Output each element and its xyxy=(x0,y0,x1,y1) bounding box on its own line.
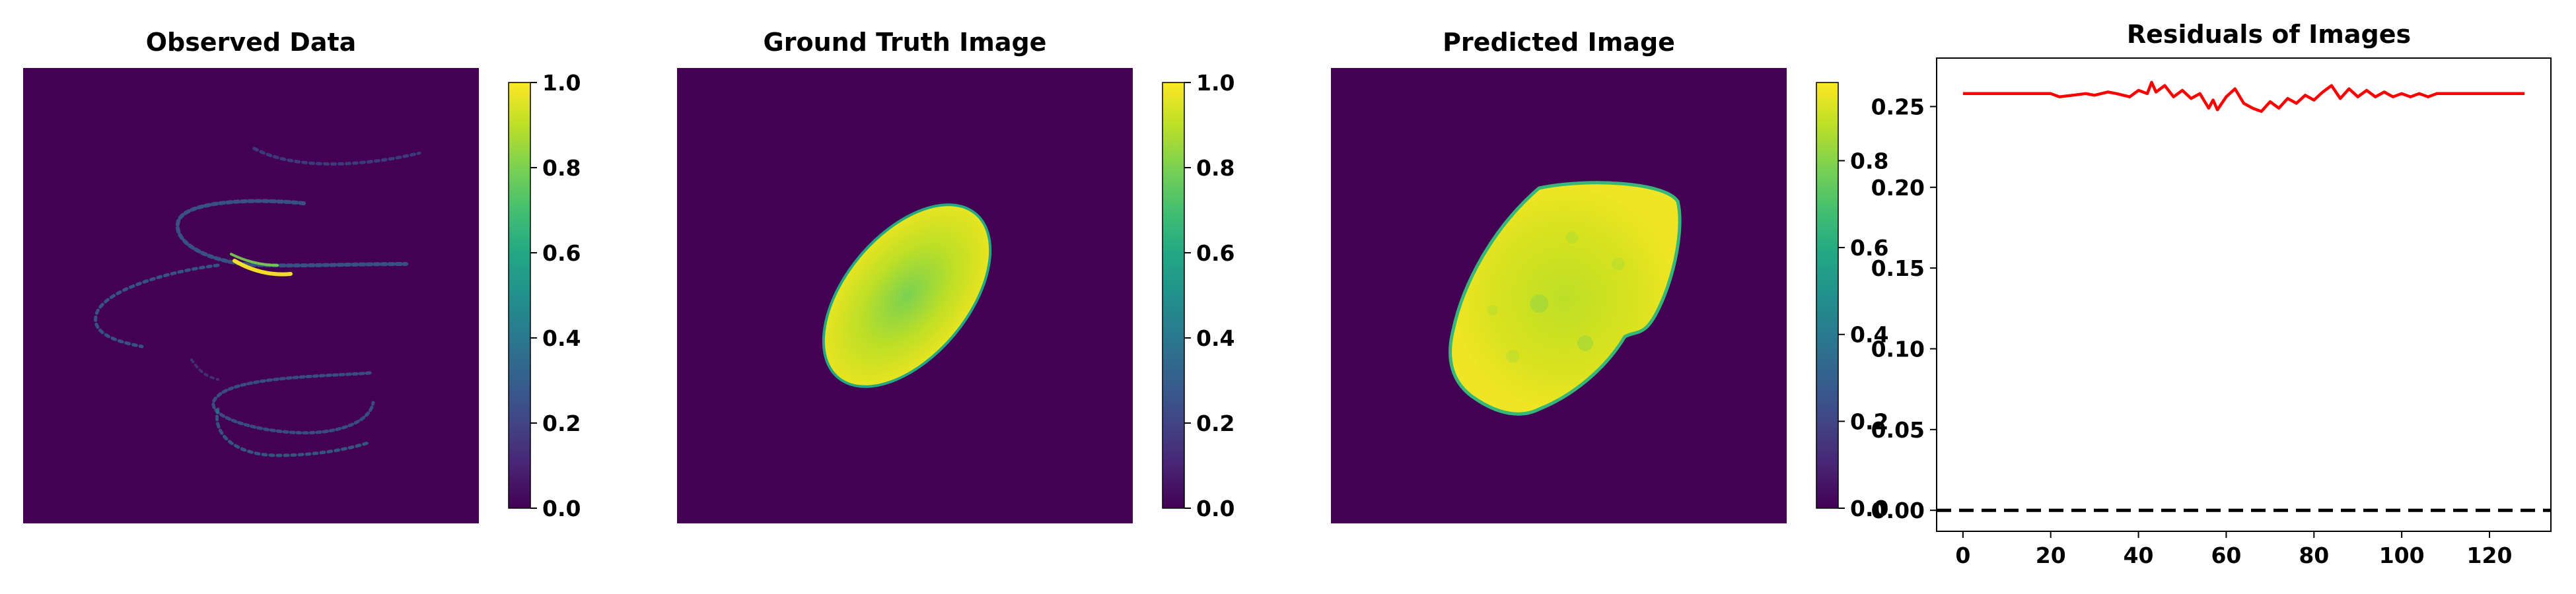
colorbar-tick-label: 0.6 xyxy=(1196,240,1234,266)
residuals-axes-frame xyxy=(1936,57,2552,532)
ground-truth-ellipse xyxy=(822,203,992,388)
y-tick-label: 0.05 xyxy=(1871,417,1925,443)
y-tick-label: 0.10 xyxy=(1871,336,1925,362)
ground-truth-title: Ground Truth Image xyxy=(763,28,1047,57)
y-tick-label: 0.25 xyxy=(1871,94,1925,119)
x-tick-label: 0 xyxy=(1955,543,1970,568)
colorbar-tick-label: 0.0 xyxy=(1196,496,1234,521)
colorbar-tick-label: 0.6 xyxy=(1850,235,1888,261)
residual-series-line xyxy=(1962,81,2525,114)
colorbar-tick-label: 0.4 xyxy=(542,325,581,351)
colorbar-tick-label: 0.2 xyxy=(542,411,581,436)
predicted-texture xyxy=(1487,232,1625,363)
colorbar-tick-label: 0.0 xyxy=(542,496,581,521)
colorbar-tick-label: 0.4 xyxy=(1850,322,1888,348)
colorbar-tick-label: 1.0 xyxy=(1196,70,1234,96)
x-tick-label: 40 xyxy=(2124,543,2154,568)
x-tick-label: 20 xyxy=(2036,543,2066,568)
predicted-panel xyxy=(1331,68,1787,523)
observed-data-title: Observed Data xyxy=(145,28,357,57)
observed-data-panel xyxy=(23,68,479,523)
observed-colorbar: 1.0 0.8 0.6 0.4 0.2 0.0 xyxy=(508,70,581,521)
predicted-image-title: Predicted Image xyxy=(1443,28,1675,57)
residuals-title: Residuals of Images xyxy=(2126,20,2412,49)
colorbar-tick-label: 0.2 xyxy=(1850,409,1888,434)
ground-truth-colorbar: 1.0 0.8 0.6 0.4 0.2 0.0 xyxy=(1162,70,1234,521)
colorbar-tick-label: 0.8 xyxy=(1850,148,1888,174)
colorbar-tick-label: 0.8 xyxy=(1196,155,1234,181)
x-tick-label: 60 xyxy=(2211,543,2241,568)
predicted-colorbar: 0.8 0.6 0.4 0.2 0.0 xyxy=(1816,82,1888,521)
observed-data-image xyxy=(23,68,479,523)
y-tick-label: 0.00 xyxy=(1871,498,1925,523)
predicted-blob xyxy=(1449,181,1682,416)
colorbar-tick-label: 0.8 xyxy=(542,155,581,181)
observed-spiral-streaks xyxy=(94,147,421,457)
colorbar-tick-label: 0.4 xyxy=(1196,325,1234,351)
residuals-chart: 0.00 0.05 0.10 0.15 0.20 0.25 0 20 40 60 80 100 120 xyxy=(1871,57,2552,568)
x-tick-label: 80 xyxy=(2299,543,2329,568)
y-tick-label: 0.20 xyxy=(1871,175,1925,201)
ground-truth-panel xyxy=(677,68,1133,523)
x-tick-label: 120 xyxy=(2467,543,2513,568)
colorbar-tick-label: 0.6 xyxy=(542,240,581,266)
colorbar-tick-label: 0.2 xyxy=(1196,411,1234,436)
x-tick-label: 100 xyxy=(2379,543,2425,568)
y-tick-label: 0.15 xyxy=(1871,255,1925,281)
colorbar-tick-label: 0.0 xyxy=(1850,496,1888,521)
colorbar-tick-label: 1.0 xyxy=(542,70,581,96)
